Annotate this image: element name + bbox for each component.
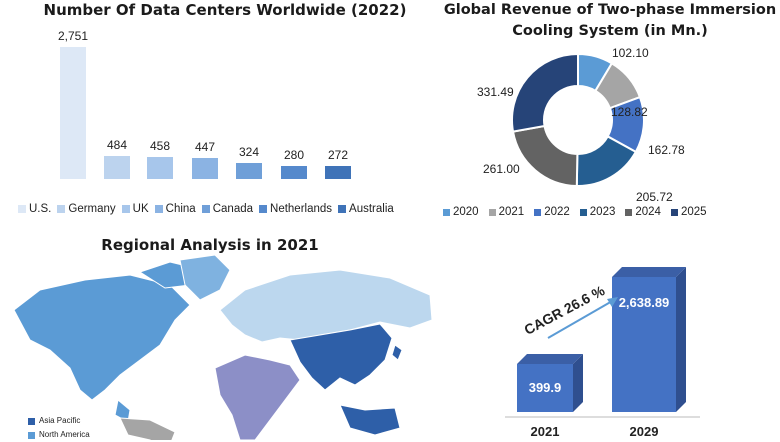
legend-item: 2020 <box>443 206 479 218</box>
map-legend: Asia Pacific North America <box>28 414 90 442</box>
bar-label: 484 <box>106 137 128 152</box>
donut-chart-title: Global Revenue of Two-phase Immersion Co… <box>443 2 777 39</box>
map-title: Regional Analysis in 2021 <box>101 236 319 254</box>
legend-item: 2023 <box>579 206 615 218</box>
bar-chart-title: Number Of Data Centers Worldwide (2022) <box>43 1 407 19</box>
legend-item: 2024 <box>625 206 661 218</box>
cagr-arrow-head <box>607 297 618 307</box>
bar-label: 272 <box>327 147 349 162</box>
legend-item: Australia <box>338 203 394 215</box>
cagr-category-label: 2021 <box>530 424 560 439</box>
legend-item: Canada <box>201 203 253 215</box>
legend-item: 2025 <box>670 206 707 218</box>
bar-label: 280 <box>283 147 305 162</box>
bar-germany <box>104 155 130 179</box>
legend-item: 2021 <box>488 206 524 218</box>
bar-china <box>192 157 218 179</box>
bar-us <box>60 47 86 179</box>
legend-item: Netherlands <box>259 203 332 215</box>
map-greenland <box>179 254 231 301</box>
bar-canada <box>236 163 262 179</box>
bar-label: 324 <box>238 145 260 160</box>
bar-label: 447 <box>194 139 216 154</box>
donut-label: 162.78 <box>648 143 685 157</box>
legend-item: U.S. <box>18 203 51 215</box>
donut-label: 261.00 <box>483 162 520 176</box>
donut-label: 331.49 <box>477 85 514 99</box>
cagr-bar-2029 <box>612 267 686 412</box>
legend-item: UK <box>121 203 149 215</box>
donut-chart-legend: 2020 2021 2022 2023 2024 2025 <box>443 206 707 218</box>
bar-label: 458 <box>149 139 171 154</box>
cagr-bar-2021 <box>517 354 583 412</box>
cagr-bar-label: 2,638.89 <box>618 295 670 310</box>
cagr-arrow <box>547 299 615 339</box>
donut-label: 128.82 <box>611 105 648 119</box>
map-middle-east-africa <box>214 354 301 440</box>
bar-label: 2,751 <box>57 29 89 43</box>
map-legend-asia-pacific: Asia Pacific <box>28 414 90 428</box>
bar-uk <box>147 157 173 179</box>
cagr-category-label: 2029 <box>629 424 659 439</box>
world-map <box>13 254 433 440</box>
cagr-bar-label: 399.9 <box>528 380 562 395</box>
legend-item: Germany <box>57 203 116 215</box>
donut-label: 205.72 <box>636 190 673 204</box>
donut-label: 102.10 <box>612 46 649 60</box>
map-europe-russia <box>219 269 433 343</box>
bar-netherlands <box>281 165 307 179</box>
map-south-america <box>119 417 176 440</box>
legend-item: 2022 <box>534 206 570 218</box>
bar-chart-legend: U.S. Germany UK China Canada Netherlands Austr… <box>18 203 394 215</box>
map-asia-pacific <box>289 323 403 436</box>
legend-item: China <box>154 203 196 215</box>
map-legend-north-america: North America <box>28 428 90 442</box>
bar-australia <box>325 165 351 179</box>
